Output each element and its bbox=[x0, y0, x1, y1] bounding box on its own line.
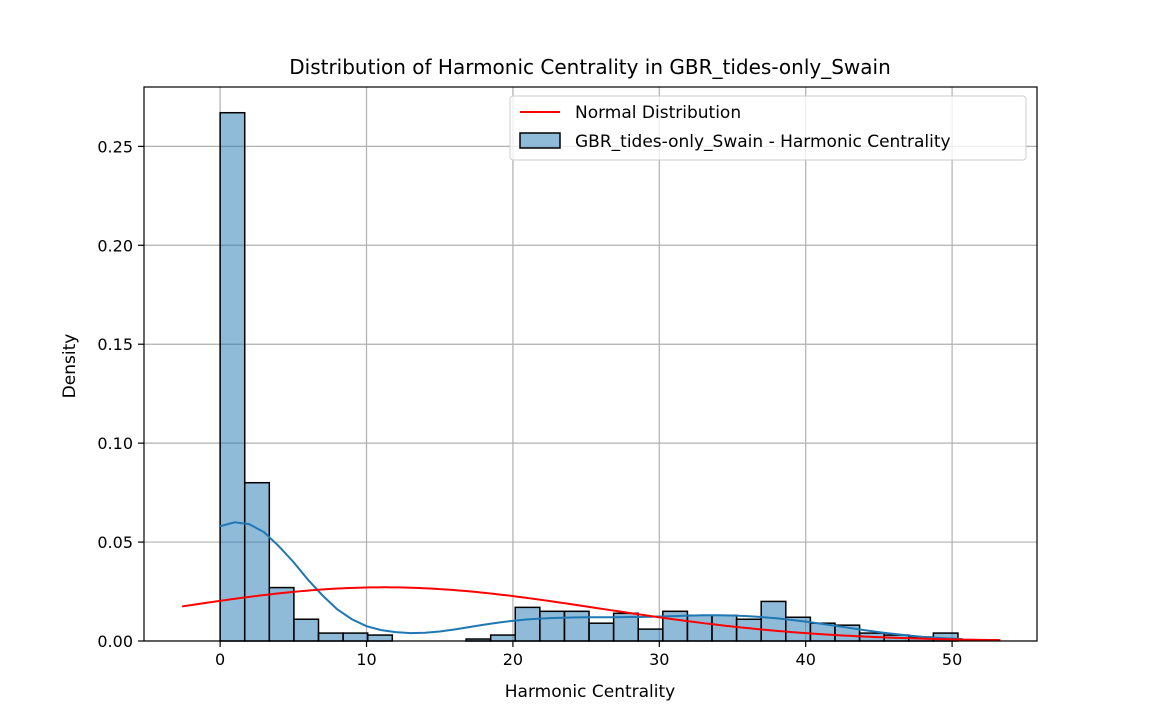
y-axis-label: Density bbox=[60, 334, 80, 399]
histogram-bar bbox=[735, 618, 762, 642]
y-tick-label: 0.20 bbox=[97, 236, 133, 255]
x-axis-ticks: 0 10 20 30 40 50 bbox=[215, 641, 962, 669]
legend-normal-label: Normal Distribution bbox=[575, 103, 741, 123]
x-tick-label: 20 bbox=[503, 650, 523, 669]
histogram-bar bbox=[588, 622, 615, 642]
x-tick-label: 50 bbox=[942, 650, 962, 669]
histogram-bar bbox=[760, 600, 787, 642]
kde-line bbox=[219, 521, 963, 641]
x-tick-label: 0 bbox=[215, 650, 225, 669]
histogram-bar bbox=[686, 614, 713, 642]
plot-area-frame bbox=[143, 86, 1038, 642]
histogram-bar bbox=[489, 634, 517, 642]
y-tick-label: 0.05 bbox=[97, 533, 133, 552]
y-tick-label: 0.00 bbox=[97, 632, 133, 651]
histogram-bar bbox=[342, 632, 369, 642]
histogram-bar bbox=[268, 586, 295, 642]
histogram-bar bbox=[366, 634, 394, 642]
y-tick-label: 0.15 bbox=[97, 335, 133, 354]
y-tick-label: 0.10 bbox=[97, 434, 133, 453]
x-tick-label: 40 bbox=[796, 650, 816, 669]
histogram-bars bbox=[219, 111, 959, 642]
legend: Normal Distribution GBR_tides-only_Swain… bbox=[509, 95, 1027, 161]
histogram-bar bbox=[293, 618, 320, 642]
x-tick-label: 30 bbox=[649, 650, 669, 669]
normal-distribution-line bbox=[181, 586, 1001, 642]
x-axis-label: Harmonic Centrality bbox=[505, 682, 675, 702]
legend-histogram-label: GBR_tides-only_Swain - Harmonic Centrali… bbox=[575, 132, 951, 152]
chart-title: Distribution of Harmonic Centrality in G… bbox=[289, 55, 891, 79]
x-tick-label: 10 bbox=[356, 650, 376, 669]
histogram-bar bbox=[514, 606, 541, 642]
y-tick-label: 0.25 bbox=[97, 137, 133, 156]
y-axis-ticks: 0.00 0.05 0.10 0.15 0.20 0.25 bbox=[97, 137, 144, 651]
legend-box bbox=[509, 95, 1027, 161]
histogram-bar bbox=[539, 610, 566, 642]
histogram-bar bbox=[243, 481, 271, 642]
histogram-bar bbox=[637, 628, 664, 642]
histogram-bar bbox=[317, 632, 344, 642]
legend-histogram-swatch bbox=[519, 132, 561, 149]
histogram-bar bbox=[219, 111, 246, 642]
histogram-bar bbox=[711, 614, 738, 642]
histogram-bar bbox=[563, 610, 590, 642]
